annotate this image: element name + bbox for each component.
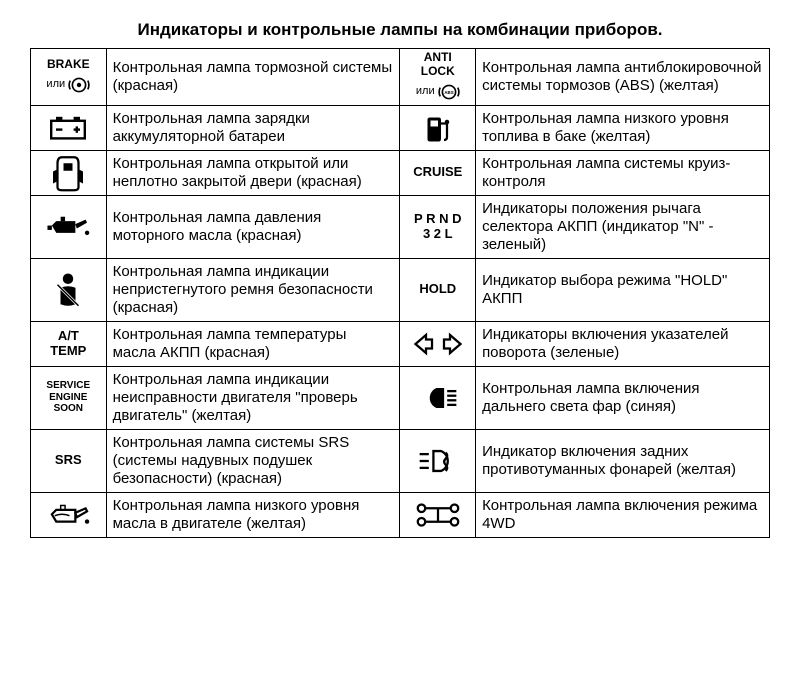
fuel-icon bbox=[402, 111, 473, 145]
or-label: или bbox=[46, 78, 65, 91]
icon-cell-left bbox=[31, 195, 107, 258]
seatbelt-icon bbox=[33, 271, 104, 309]
icon-text-line: TEMP bbox=[33, 344, 104, 359]
icon-cell-left bbox=[31, 150, 107, 195]
description-right: Контрольная лампа включения дальнего све… bbox=[476, 366, 770, 429]
or-label: или bbox=[416, 85, 435, 98]
description-left: Контрольная лампа индика­ции неисправнос… bbox=[106, 366, 400, 429]
description-right: Контрольная лампа антиблокировочной сист… bbox=[476, 49, 770, 106]
table-row: A/TTEMPКонтрольная лампа темпера­туры ма… bbox=[31, 321, 770, 366]
icon-cell-left bbox=[31, 258, 107, 321]
icon-cell-right: CRUISE bbox=[400, 150, 476, 195]
description-left: Контрольная лампа системы SRS (системы н… bbox=[106, 429, 400, 492]
four-wd-icon bbox=[402, 502, 473, 528]
table-row: Контрольная лампа давления моторного мас… bbox=[31, 195, 770, 258]
icon-cell-left bbox=[31, 105, 107, 150]
door-open-icon bbox=[33, 154, 104, 192]
description-left: Контрольная лампа открытой или неплотно … bbox=[106, 150, 400, 195]
icon-text-line: CRUISE bbox=[402, 165, 473, 180]
icon-cell-left: BRAKE или bbox=[31, 49, 107, 106]
icon-cell-left: A/TTEMP bbox=[31, 321, 107, 366]
table-row: Контрольная лампа зарядки аккумуляторной… bbox=[31, 105, 770, 150]
icon-cell-right bbox=[400, 321, 476, 366]
oil-can-icon bbox=[33, 215, 104, 239]
icon-text-line: SRS bbox=[33, 453, 104, 468]
turn-signals-icon bbox=[402, 332, 473, 356]
description-left: Контрольная лампа низкого уровня масла в… bbox=[106, 492, 400, 537]
high-beam-icon bbox=[402, 385, 473, 411]
icon-text-line: HOLD bbox=[402, 282, 473, 297]
table-row: Контрольная лампа открытой или неплотно … bbox=[31, 150, 770, 195]
icon-cell-right bbox=[400, 492, 476, 537]
description-right: Индикатор выбора режима "HOLD" АКПП bbox=[476, 258, 770, 321]
description-right: Индикатор включения задних противотуманн… bbox=[476, 429, 770, 492]
svg-text:ABS: ABS bbox=[444, 90, 453, 95]
icon-cell-right bbox=[400, 366, 476, 429]
icon-cell-left: SERVICEENGINESOON bbox=[31, 366, 107, 429]
icon-cell-left bbox=[31, 492, 107, 537]
icon-text-line: 3 2 L bbox=[402, 227, 473, 242]
indicator-table: BRAKE или Контрольная лампа тормозной сист… bbox=[30, 48, 770, 538]
table-row: BRAKE или Контрольная лампа тормозной сист… bbox=[31, 49, 770, 106]
table-row: Контрольная лампа низкого уровня масла в… bbox=[31, 492, 770, 537]
icon-cell-right: ANTILOCK или ABS bbox=[400, 49, 476, 106]
icon-primary-text: BRAKE bbox=[47, 58, 90, 72]
oil-low-icon bbox=[33, 502, 104, 528]
description-right: Индикаторы положения рычага селектора АК… bbox=[476, 195, 770, 258]
icon-cell-right bbox=[400, 429, 476, 492]
icon-primary-text: ANTILOCK bbox=[421, 51, 455, 79]
icon-cell-right: HOLD bbox=[400, 258, 476, 321]
icon-text-line: SOON bbox=[33, 403, 104, 415]
table-row: Контрольная лампа индикации непристегнут… bbox=[31, 258, 770, 321]
description-right: Контрольная лампа низкого уровня топлива… bbox=[476, 105, 770, 150]
description-right: Контрольная лампа системы круиз-контроля bbox=[476, 150, 770, 195]
icon-cell-right: P R N D3 2 L bbox=[400, 195, 476, 258]
abs-icon: ABS bbox=[438, 81, 460, 103]
rear-fog-icon bbox=[402, 448, 473, 474]
description-left: Контрольная лампа давления моторного мас… bbox=[106, 195, 400, 258]
icon-text-line: ENGINE bbox=[33, 392, 104, 404]
brake-circle-icon bbox=[68, 74, 90, 96]
table-row: SERVICEENGINESOONКонтрольная лампа индик… bbox=[31, 366, 770, 429]
battery-icon bbox=[33, 114, 104, 142]
icon-text-line: SERVICE bbox=[33, 380, 104, 392]
table-row: SRSКонтрольная лампа системы SRS (систем… bbox=[31, 429, 770, 492]
description-left: Контрольная лампа зарядки аккумуляторной… bbox=[106, 105, 400, 150]
description-right: Контрольная лампа включе­ния режима 4WD bbox=[476, 492, 770, 537]
icon-cell-right bbox=[400, 105, 476, 150]
page-title: Индикаторы и контрольные лампы на комбин… bbox=[30, 20, 770, 40]
icon-cell-left: SRS bbox=[31, 429, 107, 492]
description-left: Контрольная лампа темпера­туры масла АКП… bbox=[106, 321, 400, 366]
description-left: Контрольная лампа тормозной системы (кра… bbox=[106, 49, 400, 106]
icon-text-line: A/T bbox=[33, 329, 104, 344]
description-left: Контрольная лампа индикации непристегнут… bbox=[106, 258, 400, 321]
description-right: Индикаторы включения ука­зателей поворот… bbox=[476, 321, 770, 366]
icon-text-line: P R N D bbox=[402, 212, 473, 227]
